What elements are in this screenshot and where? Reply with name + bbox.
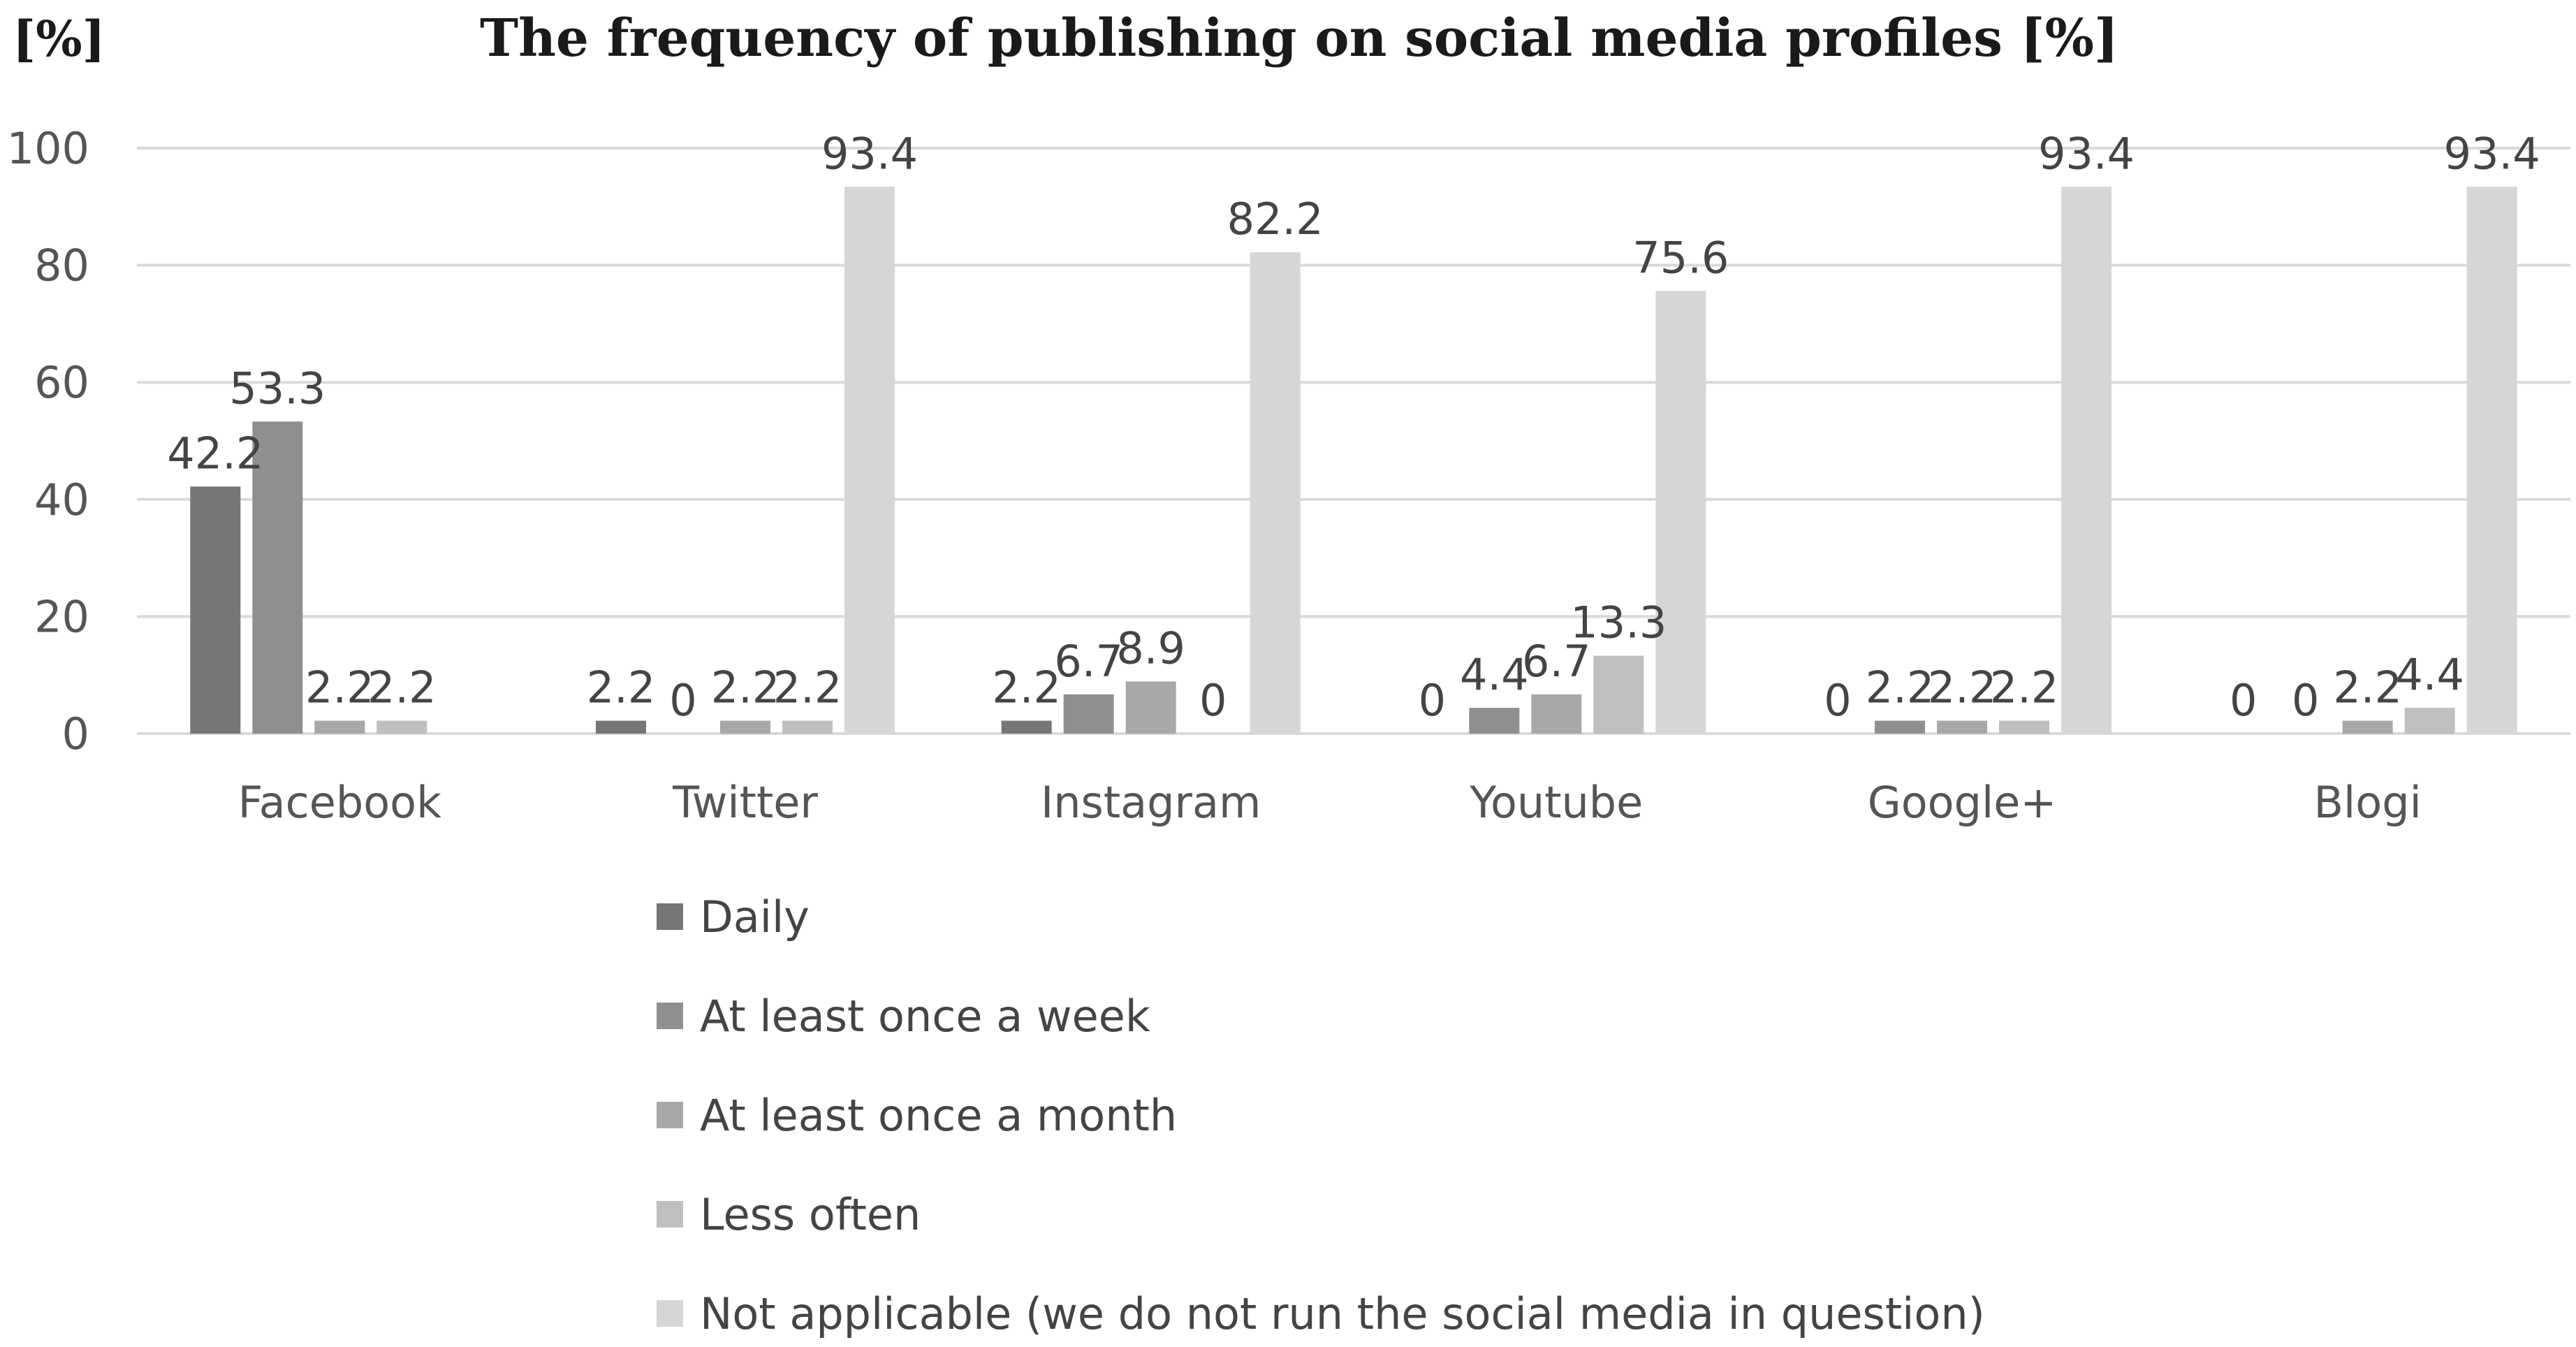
data-label: 6.7 — [1522, 636, 1591, 687]
bars — [190, 187, 2517, 734]
data-label: 2.2 — [2333, 662, 2402, 713]
bar — [1125, 681, 1176, 734]
y-tick-label: 20 — [34, 591, 89, 642]
data-label: 0 — [1824, 675, 1851, 726]
data-label: 8.9 — [1116, 622, 1185, 674]
bar — [376, 720, 427, 734]
data-label: 2.2 — [992, 662, 1061, 713]
category-labels: Facebook Twitter Instagram Youtube Google+ Bl… — [238, 777, 2422, 828]
bar — [1001, 720, 1052, 734]
bar — [1469, 708, 1520, 734]
bar — [314, 720, 365, 734]
data-label: 2.2 — [773, 662, 842, 713]
legend-label: Daily — [700, 891, 810, 942]
category-label: Twitter — [672, 777, 818, 828]
legend-item: Not applicable (we do not run the social… — [657, 1288, 1985, 1339]
chart-title: The frequency of publishing on social me… — [480, 8, 2118, 68]
data-label: 2.2 — [711, 662, 780, 713]
y-tick-label: 100 — [7, 123, 89, 174]
bar — [1531, 694, 1582, 734]
bar — [252, 421, 303, 734]
data-label: 0 — [1199, 675, 1227, 726]
category-label: Youtube — [1469, 777, 1643, 828]
legend-swatch — [657, 1300, 683, 1327]
bar — [844, 187, 895, 734]
category-label: Google+ — [1868, 777, 2057, 828]
data-label: 82.2 — [1227, 194, 1324, 245]
data-label: 13.3 — [1570, 597, 1667, 648]
y-tick-label: 0 — [62, 708, 89, 759]
data-label: 2.2 — [1990, 662, 2059, 713]
data-label: 0 — [669, 675, 696, 726]
legend: Daily At least once a week At least once a… — [657, 891, 1985, 1339]
y-axis-unit-label: [%] — [13, 10, 105, 68]
bar — [1655, 291, 1706, 734]
data-label: 2.2 — [587, 662, 656, 713]
data-label: 0 — [2230, 675, 2257, 726]
bar — [1250, 252, 1301, 734]
bar — [1999, 720, 2049, 734]
y-tick-label: 60 — [34, 357, 89, 408]
data-labels: 42.253.32.22.2 2.2 0 2.22.293.42.26.78.9082… — [167, 128, 2540, 726]
legend-swatch — [657, 1003, 683, 1029]
data-label: 2.2 — [367, 662, 437, 713]
bar — [190, 486, 241, 734]
legend-label: Not applicable (we do not run the social… — [700, 1288, 1985, 1339]
data-label: 6.7 — [1054, 636, 1123, 687]
data-label: 75.6 — [1632, 232, 1729, 283]
data-label: 0 — [2292, 675, 2319, 726]
data-label: 2.2 — [1928, 662, 1997, 713]
data-label: 0 — [1419, 675, 1446, 726]
bar — [1593, 655, 1644, 734]
gridlines — [137, 147, 2570, 735]
data-label: 93.4 — [821, 128, 918, 179]
data-label: 4.4 — [2395, 649, 2464, 700]
bar — [596, 720, 646, 734]
bar — [720, 720, 770, 734]
y-tick-label: 40 — [34, 474, 89, 525]
bar — [1937, 720, 1987, 734]
data-label: 2.2 — [305, 662, 374, 713]
bar — [2342, 720, 2393, 734]
bar — [782, 720, 833, 734]
bar — [2061, 187, 2112, 734]
category-label: Facebook — [238, 777, 441, 828]
category-label: Blogi — [2314, 777, 2422, 828]
y-tick-label: 80 — [34, 240, 89, 291]
legend-item: At least once a week — [657, 991, 1150, 1042]
data-label: 53.3 — [229, 363, 325, 414]
legend-swatch — [657, 903, 683, 930]
legend-item: Less often — [657, 1189, 921, 1240]
data-label: 4.4 — [1460, 649, 1529, 700]
legend-label: Less often — [700, 1189, 921, 1240]
legend-swatch — [657, 1102, 683, 1128]
bar — [1875, 720, 1925, 734]
category-label: Instagram — [1041, 777, 1261, 828]
legend-item: Daily — [657, 891, 810, 942]
data-label: 2.2 — [1866, 662, 1935, 713]
bar — [2404, 708, 2455, 734]
data-label: 93.4 — [2038, 128, 2135, 179]
data-label: 93.4 — [2444, 128, 2540, 179]
legend-item: At least once a month — [657, 1090, 1177, 1141]
bar — [2466, 187, 2517, 734]
y-axis-ticks: 0 20 40 60 80 100 — [7, 123, 89, 759]
legend-swatch — [657, 1201, 683, 1228]
legend-label: At least once a week — [700, 991, 1150, 1042]
legend-label: At least once a month — [700, 1090, 1177, 1141]
data-label: 42.2 — [167, 428, 263, 479]
bar — [1063, 694, 1114, 734]
